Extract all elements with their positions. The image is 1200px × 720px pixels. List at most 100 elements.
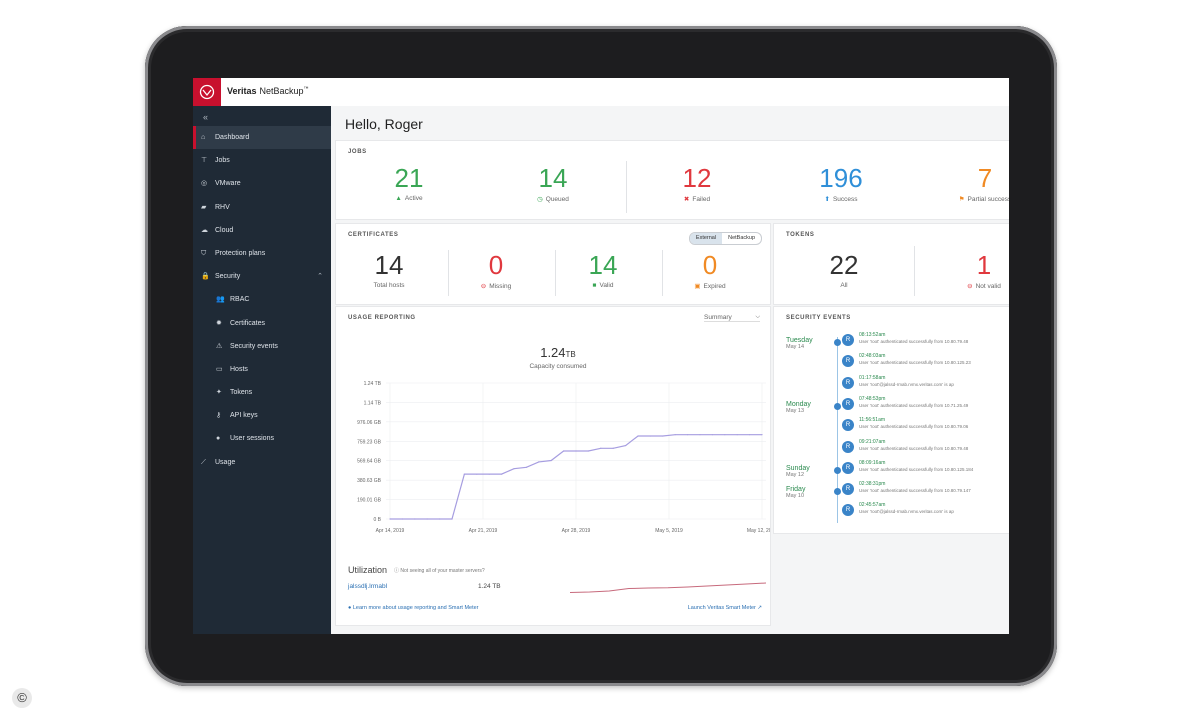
event-day-tuesday: Tuesday May 14 — [786, 337, 813, 350]
metric-success[interactable]: 196 ⬆ Success — [781, 163, 901, 203]
metric-partial-success[interactable]: 7 ⚑ Partial success — [925, 163, 1009, 203]
capacity-point — [501, 473, 503, 475]
event-day-friday: Friday May 10 — [786, 486, 805, 499]
toggle-netbackup[interactable]: NetBackup — [728, 235, 755, 241]
missing-status-icon: ⊖ — [480, 283, 487, 290]
sidebar-item-label: Usage — [215, 458, 236, 466]
metric-valid[interactable]: 14 ■ Valid — [543, 250, 663, 289]
metric-expired[interactable]: 0 ▣ Expired — [650, 250, 770, 290]
sidebar-item-vmware[interactable]: ◎ VMware — [193, 172, 331, 195]
certificate-type-toggle[interactable]: External NetBackup — [688, 232, 762, 245]
master-server-link[interactable]: jalssdlj.lrmabl — [348, 583, 388, 590]
learn-more-link[interactable]: ● Learn more about usage reporting and S… — [348, 605, 479, 611]
metric-label-text: Expired — [703, 283, 726, 290]
event-user-icon: R — [842, 355, 854, 368]
chevron-up-icon: ⌃ — [317, 273, 323, 281]
sidebar-item-jobs[interactable]: ⊤ Jobs — [193, 149, 331, 172]
metric-value: 21 — [394, 163, 424, 193]
utilization-title: Utilization — [348, 565, 388, 575]
sidebar-item-cloud[interactable]: ☁ Cloud — [193, 219, 331, 242]
main-content: Hello, Roger JOBS 21 ▲ Active 14 ◷ Queued 12 ✖ F… — [331, 106, 1009, 634]
utilization-sparkline — [570, 582, 766, 593]
sidebar-item-label: RHV — [215, 203, 230, 211]
event-user-icon: R — [842, 440, 854, 453]
expired-status-icon: ▣ — [694, 283, 701, 290]
y-tick-label: 1.14 TB — [364, 400, 382, 406]
sidebar-item-api-keys[interactable]: ⚷ API keys — [193, 404, 331, 427]
event-time: 11:56:51am — [859, 417, 886, 424]
metric-label: ▣ Expired — [650, 282, 770, 290]
sidebar-item-label: Certificates — [230, 319, 266, 327]
utilization-line — [570, 582, 766, 593]
metric-value: 7 — [977, 163, 993, 193]
jobs-card: JOBS 21 ▲ Active 14 ◷ Queued 12 ✖ Failed 196 ⬆ Succ… — [335, 140, 1009, 220]
veritas-logo[interactable] — [193, 78, 221, 106]
success-status-icon: ⬆ — [824, 196, 830, 203]
capacity-value: 1.24TB — [336, 345, 780, 360]
sidebar-item-user-sessions[interactable]: ● User sessions — [193, 427, 331, 450]
sidebar-item-tokens[interactable]: ✦ Tokens — [193, 381, 331, 404]
event-text: User 'root' authenticated successfully f… — [859, 424, 969, 430]
timeline-dot — [834, 467, 841, 474]
sidebar-item-rbac[interactable]: 👥 RBAC — [193, 288, 331, 311]
capacity-point — [612, 447, 614, 449]
metric-failed[interactable]: 12 ✖ Failed — [637, 163, 757, 203]
home-icon: ⌂ — [201, 134, 206, 141]
sidebar-item-security[interactable]: 🔒 Security ⌃ — [193, 265, 331, 288]
failed-status-icon: ✖ — [683, 196, 690, 203]
sidebar-item-dashboard[interactable]: ⌂ Dashboard — [193, 126, 331, 150]
sidebar-item-certificates[interactable]: ✹ Certificates — [193, 312, 331, 335]
event-time: 07:48:53pm — [859, 395, 886, 402]
capacity-point — [711, 434, 713, 436]
tokens-title: TOKENS — [786, 232, 815, 238]
capacity-point — [674, 434, 676, 436]
metric-label: ⊖ Not valid — [924, 282, 1009, 290]
certificates-card: CERTIFICATES External NetBackup 14 Total … — [335, 223, 771, 305]
sidebar-item-label: Dashboard — [215, 134, 250, 141]
rhv-icon: ▰ — [201, 203, 207, 211]
chevron-down-icon: ⌵ — [755, 314, 760, 320]
sidebar-item-protection-plans[interactable]: ⛉ Protection plans — [193, 242, 331, 265]
event-day-date: May 13 — [786, 408, 805, 414]
learn-more-text: Learn more about usage reporting and Sma… — [352, 605, 479, 611]
metric-label: ⚑ Partial success — [925, 195, 1009, 203]
event-text: User 'root'@jalssd-rmab.rvmx.veritas.com… — [859, 381, 954, 387]
metric-label: Total hosts — [329, 282, 449, 289]
capacity-point — [637, 435, 639, 437]
utilization-note[interactable]: ⓘ Not seeing all of your master servers? — [394, 567, 485, 574]
page-title: Hello, Roger — [345, 116, 423, 132]
key-icon: ⚷ — [216, 412, 222, 420]
metric-active[interactable]: 21 ▲ Active — [349, 163, 469, 202]
metric-label: All — [784, 282, 904, 289]
launch-smart-meter-link[interactable]: Launch Veritas Smart Meter ↗ — [687, 605, 762, 611]
event-day-sunday: Sunday May 12 — [786, 465, 810, 478]
toggle-external[interactable]: External — [689, 233, 723, 244]
usage-view-select[interactable]: Summary ⌵ — [704, 314, 760, 322]
y-tick-label: 976.06 GB — [357, 420, 382, 426]
metric-queued[interactable]: 14 ◷ Queued — [493, 163, 613, 203]
sidebar-item-hosts[interactable]: ▭ Hosts — [193, 358, 331, 381]
collapse-sidebar-icon[interactable]: « — [203, 112, 209, 122]
event-text: User 'root' authenticated successfully f… — [859, 339, 969, 344]
partial-success-status-icon: ⚑ — [958, 196, 965, 203]
capacity-point — [476, 473, 478, 475]
sidebar-item-rhv[interactable]: ▰ RHV — [193, 196, 331, 219]
timeline-dot — [834, 488, 841, 495]
metric-missing[interactable]: 0 ⊖ Missing — [436, 250, 556, 290]
capacity-point — [724, 434, 726, 436]
token-divider — [914, 246, 915, 296]
event-text: User 'root' authenticated successfully f… — [859, 445, 969, 451]
event-day-date: May 10 — [786, 493, 805, 499]
metric-total-hosts[interactable]: 14 Total hosts — [329, 250, 449, 289]
metric-not-valid[interactable]: 1 ⊖ Not valid — [924, 250, 1009, 290]
x-tick-label: Apr 28, 2019 — [562, 528, 591, 534]
y-tick-label: 759.23 GB — [357, 439, 382, 445]
sidebar-item-usage[interactable]: ⟋ Usage — [193, 451, 331, 474]
sidebar-item-security-events[interactable]: ⚠ Security events — [193, 335, 331, 358]
event-time: 02:45:57am — [859, 502, 886, 509]
capacity-point — [687, 434, 689, 436]
sidebar-item-label: Security events — [230, 342, 278, 350]
metric-all[interactable]: 22 All — [784, 250, 904, 289]
event-text: User 'root'@jalssd-rmab.rvmx.veritas.com… — [859, 509, 954, 515]
event-time: 09:21:07am — [859, 438, 886, 445]
